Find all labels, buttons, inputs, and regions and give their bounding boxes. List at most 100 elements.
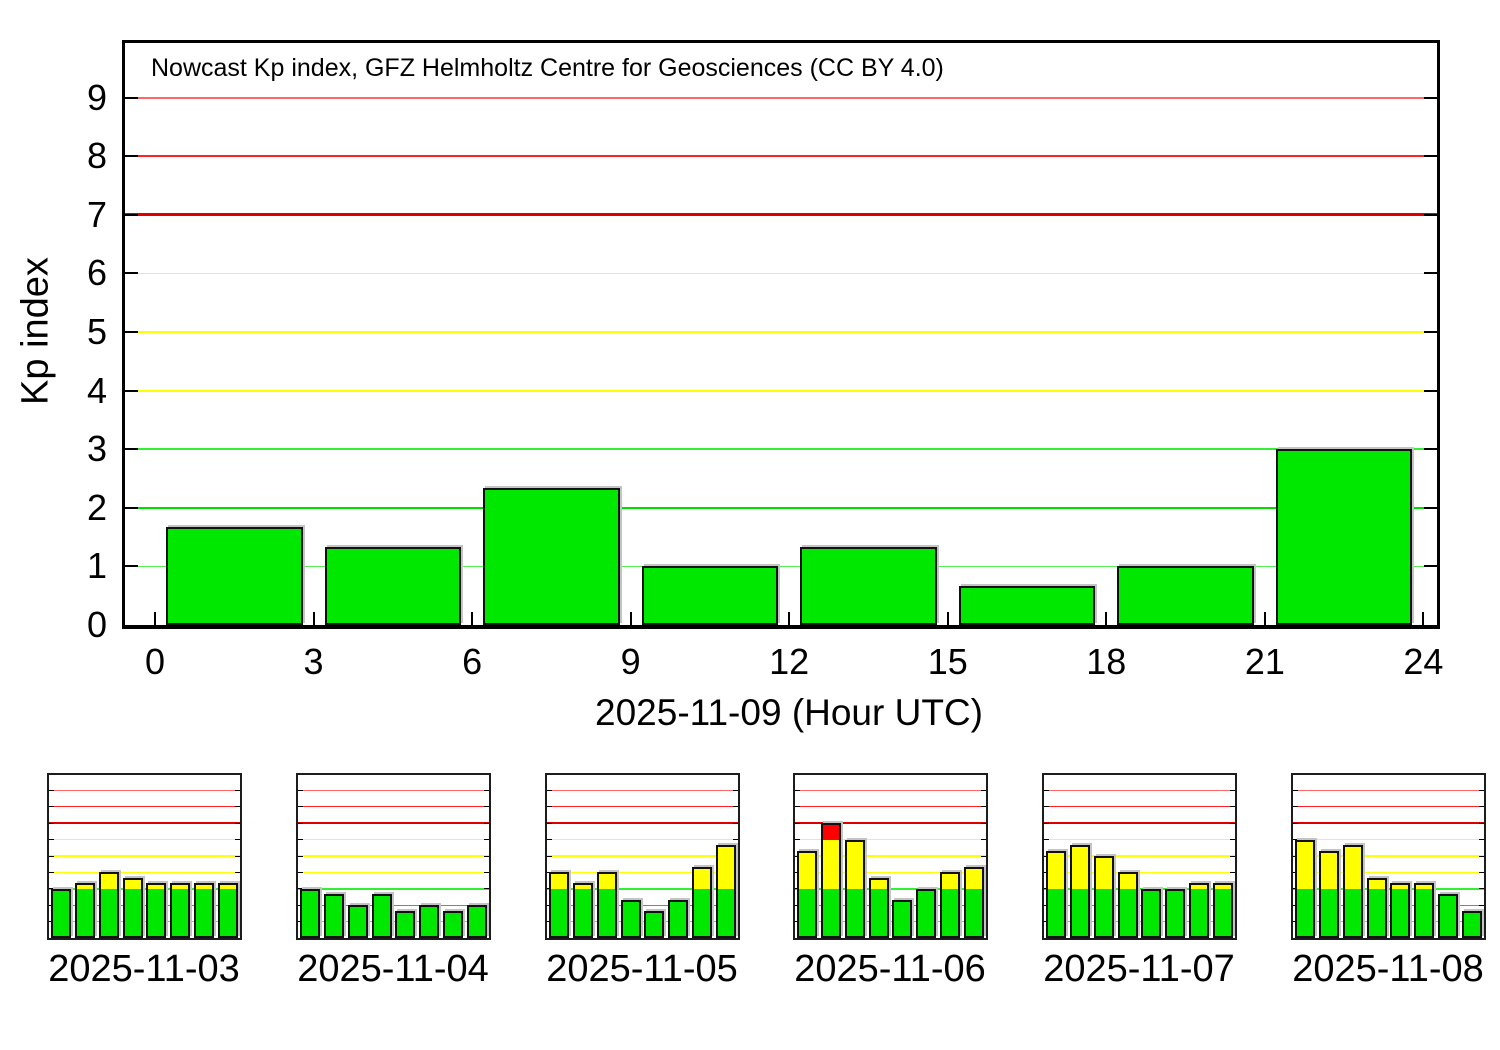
kp-bar — [641, 566, 779, 625]
kp-gridline-8 — [795, 806, 986, 808]
kp-bar — [395, 910, 416, 938]
kp-bar-yellow-segment — [550, 874, 567, 889]
kp-bar — [98, 872, 119, 938]
y-tick-label: 6 — [86, 252, 107, 294]
y-tick-mark — [733, 839, 738, 841]
x-tick-label: 9 — [620, 641, 641, 682]
kp-gridline-6 — [795, 839, 986, 841]
x-axis-title: 2025-11-09 (Hour UTC) — [595, 692, 983, 733]
kp-gridline-1 — [49, 921, 240, 923]
kp-bar — [572, 883, 593, 938]
y-tick-mark — [298, 806, 303, 808]
kp-bar — [820, 823, 841, 938]
kp-gridline-2 — [49, 904, 240, 906]
y-tick-mark — [1479, 822, 1484, 824]
thumb-chart-2025-11-05 — [545, 773, 740, 940]
y-tick-mark — [981, 839, 986, 841]
thumb-date-label: 2025-11-06 — [794, 948, 986, 990]
kp-gridline-3 — [298, 888, 489, 890]
kp-gridline-5 — [49, 855, 240, 857]
kp-gridline-5 — [547, 855, 738, 857]
thumb-date-label: 2025-11-08 — [1292, 948, 1484, 990]
y-tick-mark — [49, 871, 54, 873]
x-tick-label: 18 — [1086, 641, 1127, 682]
y-tick-mark — [1479, 855, 1484, 857]
kp-gridline-1 — [125, 565, 1437, 568]
kp-bar — [620, 899, 641, 938]
y-tick-mark — [981, 855, 986, 857]
kp-bar — [1069, 845, 1090, 938]
x-tick-label: 21 — [1244, 641, 1285, 682]
y-tick-mark — [1479, 789, 1484, 791]
thumb-chart-2025-11-06 — [793, 773, 988, 940]
y-tick-mark — [235, 855, 240, 857]
kp-gridline-6 — [1044, 839, 1235, 841]
kp-bar-yellow-segment — [598, 874, 615, 889]
y-tick-mark — [125, 155, 138, 158]
thumb-chart-2025-11-03 — [47, 773, 242, 940]
kp-bar — [194, 883, 215, 938]
kp-gridline-3 — [1293, 888, 1484, 890]
kp-bar — [1438, 894, 1459, 938]
y-tick-mark — [733, 822, 738, 824]
kp-bar — [1165, 888, 1186, 938]
y-tick-mark — [795, 839, 800, 841]
y-tick-mark — [1230, 789, 1235, 791]
y-tick-mark — [484, 855, 489, 857]
y-tick-mark — [1479, 839, 1484, 841]
y-tick-mark — [795, 822, 800, 824]
kp-bar-red-segment — [822, 825, 839, 840]
kp-bar — [1117, 566, 1254, 625]
kp-bar-yellow-segment — [1296, 841, 1313, 889]
y-tick-label: 4 — [86, 369, 107, 411]
kp-gridline-1 — [547, 921, 738, 923]
kp-gridline-8 — [49, 806, 240, 808]
y-tick-mark — [484, 789, 489, 791]
kp-gridline-2 — [125, 506, 1437, 509]
y-tick-label: 1 — [86, 545, 107, 587]
x-tick-label: 3 — [303, 641, 324, 682]
kp-bar — [483, 488, 620, 625]
x-tick-label: 15 — [927, 641, 968, 682]
thumb-chart-2025-11-08 — [1291, 773, 1486, 940]
chart-title: Nowcast Kp index, GFZ Helmholtz Centre f… — [151, 54, 944, 82]
kp-bar — [1462, 910, 1483, 938]
kp-gridline-7 — [1293, 822, 1484, 825]
y-tick-mark — [1479, 904, 1484, 906]
kp-bar — [1093, 856, 1114, 938]
y-tick-mark — [125, 448, 138, 451]
kp-gridline-4 — [1044, 871, 1235, 874]
y-tick-mark — [1230, 855, 1235, 857]
kp-bar-yellow-segment — [1344, 847, 1361, 889]
y-tick-mark — [1424, 155, 1437, 158]
kp-bar-yellow-segment — [196, 885, 213, 889]
x-tick-mark — [629, 612, 632, 625]
kp-bar — [1294, 839, 1315, 938]
kp-gridline-2 — [1293, 904, 1484, 906]
y-tick-mark — [235, 789, 240, 791]
kp-gridline-9 — [125, 96, 1437, 99]
x-tick-label: 6 — [462, 641, 483, 682]
kp-bar — [1117, 872, 1138, 938]
kp-gridline-7 — [49, 822, 240, 825]
kp-bar — [170, 883, 191, 938]
y-tick-label: 3 — [86, 428, 107, 470]
y-tick-mark — [125, 213, 138, 216]
y-tick-mark — [1230, 839, 1235, 841]
y-tick-mark — [1230, 871, 1235, 873]
kp-bar — [146, 883, 167, 938]
y-tick-mark — [547, 806, 552, 808]
x-tick-mark — [946, 612, 949, 625]
kp-gridline-3 — [795, 888, 986, 890]
thumb-date-label: 2025-11-04 — [297, 948, 489, 990]
y-tick-mark — [125, 331, 138, 333]
kp-gridline-6 — [1293, 839, 1484, 841]
y-tick-mark — [1424, 448, 1437, 451]
kp-bar-yellow-segment — [1215, 885, 1232, 889]
y-tick-mark — [547, 839, 552, 841]
y-tick-mark — [298, 855, 303, 857]
y-tick-mark — [484, 839, 489, 841]
kp-gridline-1 — [1293, 921, 1484, 923]
y-tick-mark — [1044, 789, 1049, 791]
